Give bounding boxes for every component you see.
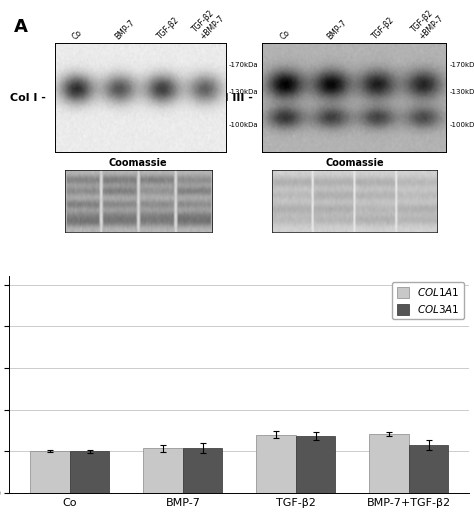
Bar bbox=[183, 448, 222, 493]
Bar bbox=[409, 445, 448, 493]
Bar bbox=[296, 436, 336, 493]
Bar bbox=[30, 451, 70, 493]
Text: Col I -: Col I - bbox=[10, 93, 46, 103]
Bar bbox=[256, 435, 296, 493]
Bar bbox=[70, 451, 109, 493]
Text: Coomassie: Coomassie bbox=[325, 158, 383, 168]
Legend: $\it{COL1A1}$, $\it{COL3A1}$: $\it{COL1A1}$, $\it{COL3A1}$ bbox=[392, 281, 464, 319]
Bar bbox=[143, 448, 183, 493]
Text: A: A bbox=[14, 18, 28, 36]
Text: Col III -: Col III - bbox=[210, 93, 253, 103]
Bar bbox=[369, 434, 409, 493]
Text: Coomassie: Coomassie bbox=[109, 158, 167, 168]
